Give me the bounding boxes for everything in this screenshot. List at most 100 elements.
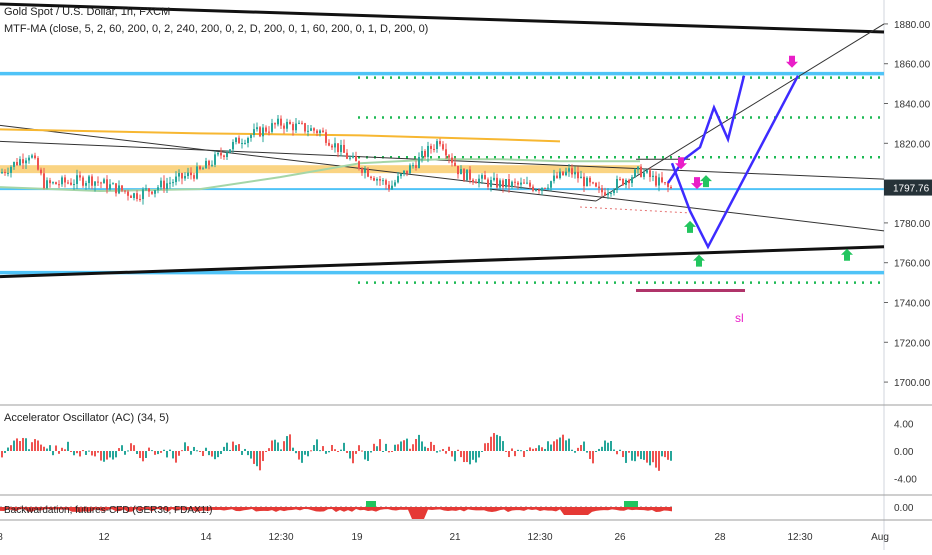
ac-pane-title[interactable]: Accelerator Oscillator (AC) (34, 5) bbox=[4, 412, 170, 424]
ac-bar bbox=[562, 434, 564, 451]
ac-bar bbox=[499, 436, 501, 451]
ac-tick-label: 4.00 bbox=[894, 420, 914, 431]
ac-bar bbox=[337, 451, 339, 452]
candle-body bbox=[664, 182, 666, 184]
candle-body bbox=[325, 132, 327, 143]
candle-body bbox=[412, 165, 414, 167]
ac-bar bbox=[586, 451, 588, 453]
candle-body bbox=[637, 166, 639, 170]
candle-body bbox=[331, 145, 333, 148]
ac-bar bbox=[637, 451, 639, 457]
candle-body bbox=[430, 145, 432, 149]
candle-body bbox=[343, 144, 345, 153]
ac-bar bbox=[382, 451, 384, 452]
candle-body bbox=[229, 149, 231, 153]
candle-body bbox=[265, 127, 267, 132]
time-tick-label: 28 bbox=[714, 532, 726, 543]
ac-bar bbox=[652, 451, 654, 463]
ac-bar bbox=[541, 447, 543, 451]
ac-bar bbox=[421, 441, 423, 451]
candle-body bbox=[409, 165, 411, 174]
ac-bar bbox=[535, 448, 537, 451]
candle-body bbox=[142, 189, 144, 200]
candle-body bbox=[538, 189, 540, 191]
symbol-title[interactable]: Gold Spot / U.S. Dollar, 1h, FXCM bbox=[4, 6, 171, 18]
time-tick-label: 14 bbox=[200, 532, 212, 543]
candle-body bbox=[655, 175, 657, 186]
ac-bar bbox=[295, 451, 297, 454]
candle-body bbox=[496, 177, 498, 188]
rising-trend-line bbox=[595, 23, 885, 202]
candle-body bbox=[133, 193, 135, 198]
last-price-tag bbox=[884, 179, 932, 196]
time-tick-label: 12:30 bbox=[787, 532, 812, 543]
candle-body bbox=[178, 173, 180, 177]
ac-bar bbox=[493, 433, 495, 451]
ac-bar bbox=[454, 451, 456, 462]
ac-bar bbox=[352, 451, 354, 464]
candle-body bbox=[103, 179, 105, 184]
candle-body bbox=[367, 169, 369, 177]
buy-arrow-icon bbox=[693, 254, 705, 267]
price-axis-area[interactable] bbox=[884, 0, 932, 550]
candle-body bbox=[505, 179, 507, 188]
ac-bar bbox=[430, 441, 432, 451]
ac-bar bbox=[109, 451, 111, 458]
candle-body bbox=[424, 150, 426, 157]
ac-bar bbox=[661, 451, 663, 457]
ac-bar bbox=[583, 441, 585, 451]
candle-body bbox=[199, 166, 201, 170]
ac-bar bbox=[52, 451, 54, 456]
ac-bar bbox=[349, 451, 351, 459]
ac-bar bbox=[319, 450, 321, 452]
price-tick-label: 1840.00 bbox=[894, 100, 931, 111]
forecast-path-lower bbox=[670, 75, 800, 250]
candle-body bbox=[73, 183, 75, 185]
ac-bar bbox=[271, 440, 273, 451]
candle-body bbox=[88, 176, 90, 184]
ac-bar bbox=[487, 442, 489, 451]
ac-bar bbox=[532, 448, 534, 451]
candle-body bbox=[163, 180, 165, 189]
ac-bar bbox=[589, 451, 591, 459]
candle-body bbox=[259, 127, 261, 137]
ac-bar bbox=[304, 451, 306, 455]
candle-body bbox=[4, 171, 6, 173]
ac-bar bbox=[634, 451, 636, 462]
ac-bar bbox=[469, 451, 471, 465]
candle-body bbox=[157, 187, 159, 191]
candle-body bbox=[442, 144, 444, 150]
ac-bar bbox=[55, 445, 57, 451]
candle-body bbox=[70, 182, 72, 185]
projection-line bbox=[579, 206, 691, 214]
candle-body bbox=[382, 180, 384, 182]
candle-body bbox=[631, 177, 633, 184]
ac-bar bbox=[19, 441, 21, 451]
ac-bar bbox=[193, 446, 195, 451]
ac-bar bbox=[601, 446, 603, 451]
candle-body bbox=[433, 148, 435, 150]
ac-bar bbox=[307, 451, 309, 457]
ac-bar bbox=[58, 451, 60, 454]
candle-body bbox=[490, 180, 492, 187]
candle-body bbox=[100, 182, 102, 184]
candle-body bbox=[592, 182, 594, 184]
backwardation-pane-title[interactable]: Backwardation, futures-CFD (GER30, FDAX1… bbox=[4, 505, 213, 516]
candle-body bbox=[196, 166, 198, 179]
ac-bar bbox=[550, 444, 552, 451]
ac-bar bbox=[358, 445, 360, 451]
candle-body bbox=[31, 155, 33, 158]
candle-body bbox=[619, 178, 621, 180]
forecast-drawing bbox=[666, 55, 853, 267]
ac-bar bbox=[292, 447, 294, 451]
indicator-mtf-ma-label[interactable]: MTF-MA (close, 5, 2, 60, 200, 0, 2, 240,… bbox=[4, 23, 429, 35]
candle-body bbox=[118, 185, 120, 194]
candle-body bbox=[127, 191, 129, 196]
candle-body bbox=[421, 150, 423, 157]
candle-body bbox=[577, 171, 579, 179]
candle-body bbox=[595, 182, 597, 187]
ac-bar bbox=[514, 451, 516, 457]
candle-body bbox=[601, 188, 603, 193]
